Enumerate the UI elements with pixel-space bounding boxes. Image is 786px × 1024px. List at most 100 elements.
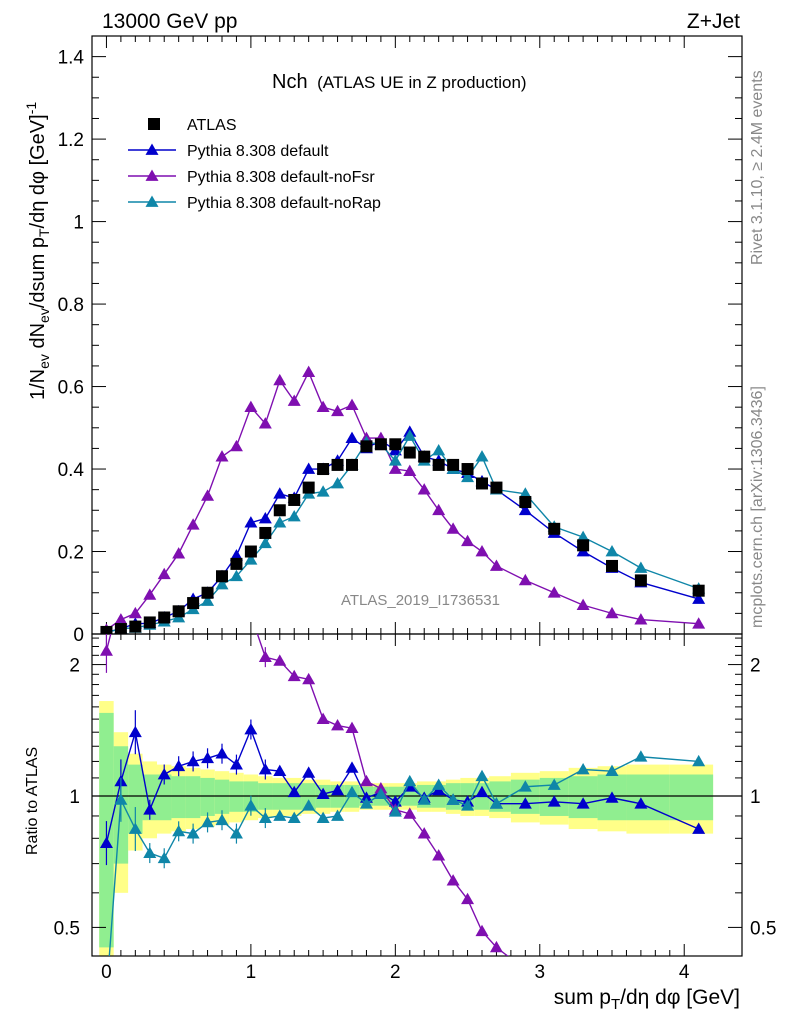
ratio-point-pythia-8-308-default-nofsr: [230, 594, 243, 605]
ratio-point-pythia-8-308-default: [359, 791, 373, 803]
series-point-pythia-8-308-default-nofsr: [461, 534, 475, 547]
series-point-pythia-8-308-default-nofsr: [446, 522, 460, 534]
ratio-point-pythia-8-308-default-norap: [229, 827, 243, 839]
ratio-point-pythia-8-308-default: [576, 797, 590, 809]
atlas-point: [302, 481, 315, 494]
ratio-point-pythia-8-308-default: [258, 762, 272, 775]
series-point-pythia-8-308-default-nofsr: [345, 398, 359, 410]
ratio-point-pythia-8-308-default: [302, 766, 316, 778]
ratio-point-pythia-8-308-default: [316, 787, 330, 799]
legend-marker: [145, 143, 159, 155]
series-point-pythia-8-308-default-nofsr: [172, 547, 186, 559]
main-ylabel: 1/Nev dNev/dsum pT/dη dφ [GeV]-1: [23, 102, 52, 400]
ratio-bands: [92, 701, 742, 956]
band-inner-bin: [185, 776, 201, 819]
ratio-point-pythia-8-308-default-nofsr: [331, 719, 345, 731]
series-point-pythia-8-308-default-nofsr: [244, 400, 258, 413]
atlas-point: [418, 450, 431, 463]
series-point-pythia-8-308-default-norap: [316, 485, 330, 497]
series-point-pythia-8-308-default-nofsr: [475, 545, 489, 557]
plot-title: Nch (ATLAS UE in Z production): [272, 71, 527, 93]
plot-title-main: Nch: [272, 71, 308, 93]
ratio-point-pythia-8-308-default-norap: [547, 778, 561, 790]
ratio-frame: [91, 633, 743, 957]
series-point-pythia-8-308-default-norap: [475, 450, 489, 462]
ratio-point-pythia-8-308-default-nofsr: [172, 581, 185, 592]
series-point-pythia-8-308-default-nofsr: [331, 404, 345, 417]
ratio-point-pythia-8-308-default: [215, 747, 229, 759]
ratio-point-pythia-8-308-default: [547, 795, 561, 807]
series-point-pythia-8-308-default-nofsr: [489, 559, 503, 571]
ratio-point-pythia-8-308-default-nofsr: [316, 712, 330, 724]
series-point-pythia-8-308-default-norap: [403, 429, 417, 441]
y-tick-label: 0.2: [58, 543, 84, 564]
ratio-point-pythia-8-308-default-nofsr: [359, 774, 373, 787]
x-tick-label: 1: [246, 962, 257, 983]
atlas-point: [519, 496, 532, 509]
atlas-point: [634, 574, 647, 587]
ratio-point-pythia-8-308-default-norap: [403, 774, 417, 787]
series-point-pythia-8-308-default-nofsr: [388, 462, 402, 474]
ratio-point-pythia-8-308-default-nofsr: [475, 924, 489, 937]
series-point-pythia-8-308-default: [302, 462, 316, 474]
ratio-point-pythia-8-308-default-norap: [432, 778, 446, 790]
ratio-point-pythia-8-308-default-nofsr: [403, 807, 417, 819]
series-point-pythia-8-308-default-nofsr: [576, 598, 590, 611]
legend-marker-atlas: [148, 118, 160, 130]
atlas-point: [129, 620, 142, 633]
series-point-pythia-8-308-default-nofsr: [605, 606, 619, 619]
ratio-point-pythia-8-308-default-nofsr: [244, 608, 257, 619]
series-point-pythia-8-308-default: [692, 592, 706, 604]
series-point-pythia-8-308-default-norap: [287, 509, 301, 522]
series-point-pythia-8-308-default: [258, 512, 272, 524]
band-inner-bin: [669, 774, 714, 821]
legend: ATLAS Pythia 8.308 default Pythia 8.308 de…: [128, 117, 381, 212]
atlas-point: [187, 597, 200, 610]
ratio-point-pythia-8-308-default: [143, 803, 157, 815]
ratio-point-pythia-8-308-default-norap: [302, 799, 316, 811]
series-line-pythia-8-308-default-norap: [106, 434, 699, 634]
ratio-y-tick-label: 2: [69, 656, 80, 677]
ratio-point-pythia-8-308-default-norap: [345, 785, 359, 798]
series-point-pythia-8-308-default-norap: [518, 487, 532, 499]
ratio-point-pythia-8-308-default-nofsr: [345, 721, 359, 734]
band-inner-bin: [128, 764, 143, 834]
atlas-point: [577, 539, 590, 552]
rivet-label: Rivet 3.1.10, ≥ 2.4M events: [749, 70, 766, 265]
atlas-point: [403, 446, 416, 459]
x-tick-label: 3: [534, 962, 545, 983]
ratio-point-pythia-8-308-default-norap: [287, 811, 301, 823]
ratio-point-pythia-8-308-default-nofsr: [302, 672, 316, 685]
series-point-pythia-8-308-default-nofsr: [287, 394, 301, 406]
series-point-pythia-8-308-default: [273, 487, 287, 499]
series-point-pythia-8-308-default-norap: [432, 443, 446, 456]
series-point-pythia-8-308-default-nofsr: [186, 518, 200, 530]
series-point-pythia-8-308-default-norap: [605, 545, 619, 557]
ratio-point-pythia-8-308-default-norap: [489, 797, 503, 809]
ratio-point-pythia-8-308-default-norap: [417, 793, 431, 805]
ratio-point-pythia-8-308-default: [605, 791, 619, 803]
atlas-point: [244, 545, 257, 558]
ratio-ylabel: Ratio to ATLAS: [24, 747, 41, 855]
y-tick-label: 0.8: [58, 295, 84, 316]
atlas-point: [172, 605, 185, 618]
ratio-point-pythia-8-308-default: [287, 785, 301, 798]
y-tick-label: 1.4: [58, 48, 85, 69]
ratio-point-pythia-8-308-default-norap: [316, 811, 330, 823]
ratio-y-tick-label: 1: [69, 787, 80, 808]
series-point-pythia-8-308-default: [244, 516, 258, 528]
ratio-point-pythia-8-308-default: [331, 783, 345, 796]
atlas-point: [230, 557, 243, 570]
series-point-pythia-8-308-default-nofsr: [157, 567, 171, 580]
atlas-point: [461, 463, 474, 476]
ratio-point-pythia-8-308-default-norap: [186, 827, 200, 839]
ratio-point-pythia-8-308-default: [475, 785, 489, 798]
atlas-point: [490, 481, 503, 494]
series-point-pythia-8-308-default-nofsr: [316, 400, 330, 413]
atlas-point: [317, 463, 330, 476]
xlabel: sum pT/dη dφ [GeV]: [554, 986, 740, 1013]
series-point-pythia-8-308-default-norap: [331, 476, 345, 489]
atlas-point: [143, 616, 156, 629]
ratio-point-pythia-8-308-default-norap: [634, 750, 648, 762]
series-point-pythia-8-308-default-nofsr: [417, 483, 431, 495]
